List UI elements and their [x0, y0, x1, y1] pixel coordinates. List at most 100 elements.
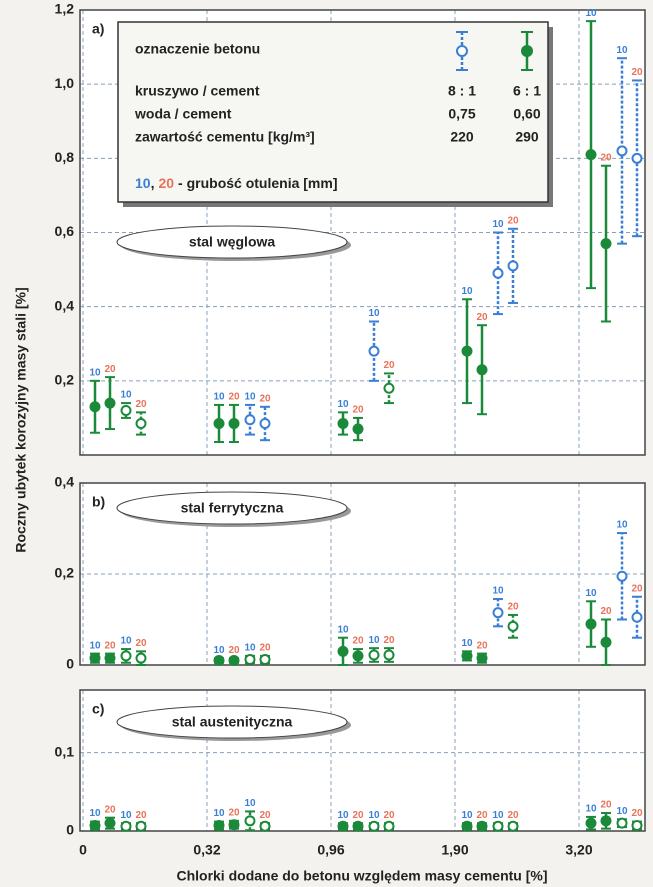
marker	[631, 152, 643, 164]
legend-title: oznaczenie betonu	[135, 41, 260, 57]
data-label: 20	[259, 643, 271, 654]
data-label: 10	[213, 645, 225, 656]
marker	[461, 820, 473, 832]
data-label: 10	[461, 638, 473, 649]
marker	[120, 650, 132, 662]
error-bar	[245, 403, 255, 436]
x-tick-label: 0,32	[193, 842, 220, 858]
marker	[259, 820, 271, 832]
data-label: 20	[135, 638, 147, 649]
marker	[337, 645, 349, 657]
marker	[228, 417, 240, 429]
marker	[492, 607, 504, 619]
marker	[352, 650, 364, 662]
data-label: 20	[600, 152, 612, 163]
marker	[259, 417, 271, 429]
marker	[368, 649, 380, 661]
marker	[585, 618, 597, 630]
marker	[104, 397, 116, 409]
marker	[507, 260, 519, 272]
marker	[476, 652, 488, 664]
data-label: 20	[352, 810, 364, 821]
y-tick-label: 0	[66, 656, 74, 672]
error-bar	[245, 810, 255, 832]
x-tick-label: 1,90	[441, 842, 468, 858]
legend-value: 0,75	[448, 106, 475, 122]
data-label: 20	[476, 810, 488, 821]
y-tick-label: 0,6	[55, 223, 75, 239]
marker	[89, 652, 101, 664]
marker	[368, 820, 380, 832]
x-tick-label: 0	[79, 842, 87, 858]
data-label: 20	[631, 583, 643, 594]
y-tick-label: 0,2	[55, 372, 75, 388]
marker	[352, 820, 364, 832]
y-tick-label: 0,4	[55, 474, 75, 490]
panel-letter: b)	[92, 494, 105, 510]
marker	[244, 654, 256, 666]
data-label: 10	[337, 399, 349, 410]
data-label: 20	[507, 810, 519, 821]
data-label: 10	[213, 392, 225, 403]
marker	[600, 815, 612, 827]
marker	[616, 570, 628, 582]
data-label: 20	[383, 810, 395, 821]
panel-letter: c)	[92, 701, 104, 717]
marker	[631, 820, 643, 832]
panel-name: stal ferrytyczna	[181, 500, 284, 516]
data-label: 10	[461, 286, 473, 297]
error-bar	[384, 372, 394, 405]
data-label: 10	[492, 810, 504, 821]
plot-frame	[79, 9, 646, 456]
marker	[383, 382, 395, 394]
legend-value: 6 : 1	[513, 83, 541, 99]
marker	[461, 345, 473, 357]
panel-name-ellipse	[116, 225, 348, 259]
legend-row-label: woda / cement	[134, 106, 232, 122]
legend-value: 0,60	[513, 106, 540, 122]
data-label: 20	[135, 810, 147, 821]
marker	[585, 149, 597, 161]
marker	[228, 819, 240, 831]
marker	[368, 345, 380, 357]
marker	[89, 820, 101, 832]
marker	[492, 267, 504, 279]
data-label: 10	[616, 45, 628, 56]
data-label: 20	[228, 807, 240, 818]
legend-symbol	[456, 45, 468, 57]
data-label: 20	[104, 364, 116, 375]
marker	[476, 364, 488, 376]
x-axis-label: Chlorki dodane do betonu względem masy c…	[176, 868, 547, 884]
data-label: 10	[616, 520, 628, 531]
panel-letter: a)	[92, 21, 104, 37]
marker	[104, 652, 116, 664]
marker	[600, 238, 612, 250]
plot-frame	[79, 689, 646, 832]
marker	[120, 820, 132, 832]
data-label: 10	[337, 810, 349, 821]
data-label: 20	[104, 640, 116, 651]
data-label: 10	[492, 219, 504, 230]
error-bar	[617, 532, 627, 621]
data-label: 10	[368, 810, 380, 821]
data-label: 20	[631, 67, 643, 78]
data-label: 20	[507, 602, 519, 613]
legend-separator: ,	[151, 175, 155, 191]
data-label: 20	[600, 800, 612, 811]
y-tick-label: 1,2	[55, 1, 75, 17]
data-label: 10	[368, 308, 380, 319]
data-label: 10	[120, 636, 132, 647]
marker	[213, 417, 225, 429]
legend-cover-label: 10	[135, 175, 151, 191]
legend-symbol	[521, 45, 533, 57]
data-label: 10	[585, 588, 597, 599]
data-label: 10	[213, 808, 225, 819]
legend-note-text: - grubość otulenia [mm]	[178, 175, 337, 191]
marker	[383, 649, 395, 661]
y-axis-label: Roczny ubytek korozyjny masy stali [%]	[13, 287, 29, 552]
marker	[507, 820, 519, 832]
legend-row-label: zawartość cementu [kg/m³]	[135, 129, 315, 145]
y-tick-label: 0	[66, 822, 74, 838]
legend-value: 220	[450, 129, 474, 145]
data-label: 10	[461, 810, 473, 821]
